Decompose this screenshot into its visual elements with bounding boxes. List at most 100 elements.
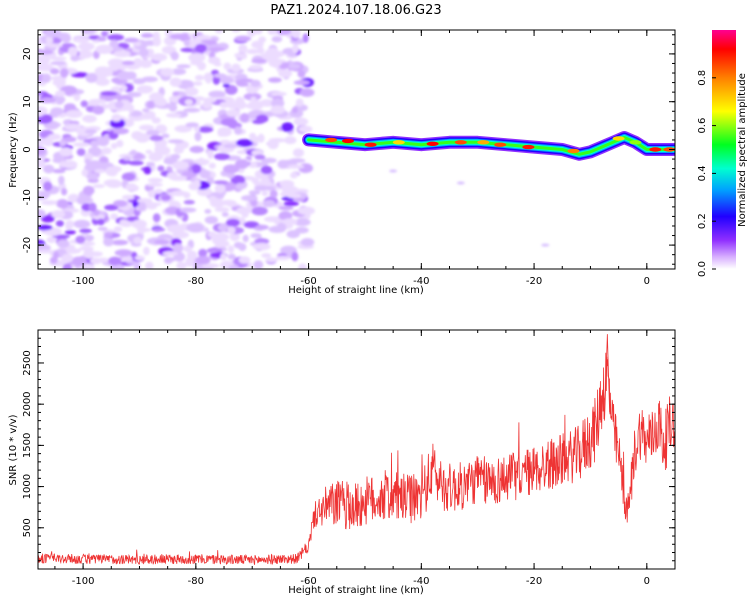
spectrogram-noise-blob xyxy=(160,67,175,77)
spectrogram-noise-blob xyxy=(237,217,246,227)
spectrogram-noise-blob xyxy=(214,207,230,213)
spectrogram-noise-blob xyxy=(106,180,123,189)
spectrogram-noise-blob xyxy=(241,195,258,202)
spectrogram-noise-blob xyxy=(191,164,202,174)
spectrogram-noise-blob xyxy=(194,131,202,142)
spectrogram-noise-blob xyxy=(265,257,278,263)
spectrogram-noise-blob xyxy=(208,56,221,65)
spectrogram-noise-blob xyxy=(85,72,98,83)
spectrogram-noise-blob xyxy=(101,30,109,37)
spectrogram-noise-blob xyxy=(456,181,465,185)
spectrogram-noise-blob xyxy=(59,140,67,147)
spectrogram-noise-blob xyxy=(208,47,226,52)
signal-peak xyxy=(342,138,354,144)
spectrogram-noise-blob xyxy=(140,33,154,38)
spectrogram-noise-blob xyxy=(292,148,305,158)
spectrogram-noise-blob xyxy=(389,169,398,173)
x-tick-label: -40 xyxy=(413,276,429,287)
colorbar-tick-label: 0.2 xyxy=(697,213,708,229)
spectrogram-noise-blob xyxy=(139,47,149,58)
spectrogram-noise-blob xyxy=(227,226,236,235)
spectrogram-noise-blob xyxy=(225,84,238,95)
spectrogram-noise-blob xyxy=(267,30,277,35)
spectrogram-noise-blob xyxy=(38,249,53,254)
spectrogram-noise-blob xyxy=(251,177,260,184)
spectrogram-noise-blob xyxy=(121,172,136,182)
x-tick-label: 0 xyxy=(644,276,650,287)
spectrogram-noise-blob xyxy=(169,77,182,87)
spectrogram-noise-blob xyxy=(176,261,187,269)
spectrogram-noise-blob xyxy=(226,218,240,227)
spectrogram-noise-blob xyxy=(186,222,205,233)
spectrogram-noise-blob xyxy=(113,226,123,233)
spectrogram-noise-blob xyxy=(97,226,108,231)
spectrogram-noise-blob xyxy=(147,101,155,109)
spectrogram-noise-blob xyxy=(264,216,281,223)
spectrogram-noise-blob xyxy=(292,44,299,54)
spectrogram-noise-blob xyxy=(152,213,161,223)
snr-series xyxy=(38,334,675,566)
spectrogram-noise-blob xyxy=(248,190,261,196)
spectrogram-noise-blob xyxy=(137,201,147,212)
y-tick-label: 0 xyxy=(22,146,33,152)
spectrogram-noise-blob xyxy=(80,100,89,108)
spectrogram-noise-blob xyxy=(169,175,188,181)
spectrogram-noise-blob xyxy=(52,168,66,174)
signal-peak xyxy=(392,140,405,145)
spectrogram-noise-blob xyxy=(114,101,124,109)
spectrogram-noise-blob xyxy=(166,224,185,234)
spectrogram-noise-blob xyxy=(104,204,119,211)
spectrogram-noise-blob xyxy=(189,145,204,154)
spectrogram-noise-blob xyxy=(50,61,66,66)
signal-peak xyxy=(454,140,467,145)
snr-y-ticks: 500 1000 1500 2000 2500 xyxy=(22,337,675,562)
spectrogram-noise-blob xyxy=(137,115,156,120)
spectrogram-noise-blob xyxy=(193,125,201,132)
spectrogram-noise-blob xyxy=(267,139,279,150)
spectrogram-noise-blob xyxy=(59,68,69,78)
snr-peak xyxy=(604,334,611,421)
spectrogram-noise-blob xyxy=(291,106,298,114)
spectrogram-noise-blob xyxy=(255,224,269,230)
signal-peak xyxy=(426,141,439,146)
x-tick-label: -100 xyxy=(72,276,95,287)
spectrogram-noise-blob xyxy=(77,50,87,60)
spectrogram-noise-blob xyxy=(137,198,153,204)
spectrogram-noise-blob xyxy=(238,243,247,252)
spectrogram-x-ticks: -100 -80 -60 -40 -20 0 xyxy=(54,30,676,287)
spectrogram-noise-blob xyxy=(223,62,232,71)
spectrogram-noise-blob xyxy=(254,238,270,245)
spectrogram-noise-blob xyxy=(260,52,279,60)
spectrogram-noise-blob xyxy=(243,92,262,101)
spectrogram-noise-blob xyxy=(41,215,55,223)
spectrogram-noise-blob xyxy=(228,264,240,269)
spectrogram-noise-blob xyxy=(250,136,263,143)
snr-panel: -100 -80 -60 -40 -20 0 500 1000 1500 2000 2500 He… xyxy=(8,329,676,596)
spectrogram-noise-blob xyxy=(287,52,297,57)
spectrogram-noise-blob xyxy=(252,119,265,125)
signal-peak xyxy=(629,140,642,145)
spectrogram-noise-blob xyxy=(146,202,158,210)
spectrogram-noise-blob xyxy=(179,207,197,213)
spectrogram-noise-blob xyxy=(108,256,122,266)
spectrogram-noise-blob xyxy=(277,159,289,169)
spectrogram-noise-blob xyxy=(287,164,305,169)
spectrogram-noise-blob xyxy=(269,189,278,199)
spectrogram-noise-blob xyxy=(123,156,132,161)
spectrogram-noise-blob xyxy=(270,105,286,115)
spectrogram-noise-blob xyxy=(39,49,54,55)
spectrogram-noise-blob xyxy=(230,175,246,185)
spectrogram-noise-blob xyxy=(250,96,257,101)
spectrogram-noise-blob xyxy=(186,250,198,260)
spectrogram-noise-blob xyxy=(163,46,170,52)
spectrogram-noise-blob xyxy=(112,127,129,135)
spectrogram-noise-blob xyxy=(220,253,227,261)
spectrogram-noise-blob xyxy=(61,253,74,263)
spectrogram-noise-blob xyxy=(110,213,118,220)
spectrogram-noise-blob xyxy=(150,53,168,62)
spectrogram-x-axis-label: Height of straight line (km) xyxy=(288,285,424,296)
spectrogram-noise-blob xyxy=(206,247,223,254)
spectrogram-noise-blob xyxy=(139,59,153,68)
spectrogram-noise-blob xyxy=(183,107,201,113)
